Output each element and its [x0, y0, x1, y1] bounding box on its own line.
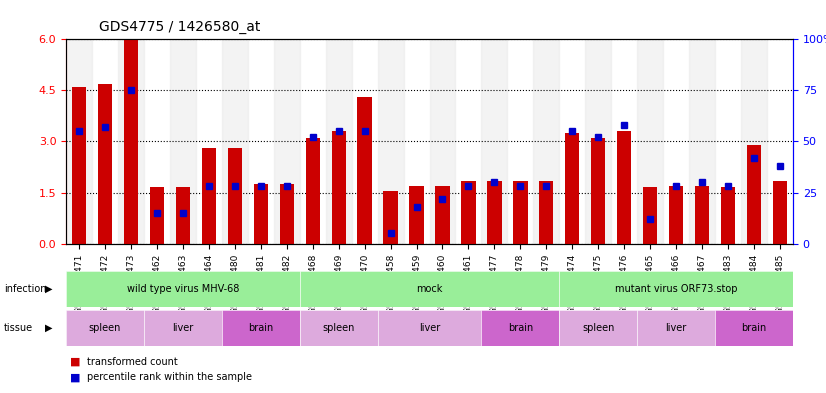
Bar [461, 181, 476, 244]
Bar [279, 184, 294, 244]
Bar [721, 187, 735, 244]
Bar [586, 39, 611, 244]
Bar [773, 181, 787, 244]
Bar [669, 186, 683, 244]
Text: liver: liver [419, 323, 440, 333]
Bar [539, 181, 553, 244]
Bar [331, 131, 346, 244]
Bar [435, 186, 449, 244]
Text: transformed count: transformed count [87, 356, 178, 367]
Text: brain: brain [508, 323, 533, 333]
Bar [66, 39, 92, 244]
Bar [98, 84, 112, 244]
Text: ▶: ▶ [45, 323, 53, 333]
Bar [513, 181, 528, 244]
Bar [325, 39, 352, 244]
Text: infection: infection [4, 284, 46, 294]
Bar [617, 131, 631, 244]
Text: brain: brain [742, 323, 767, 333]
Bar [565, 133, 580, 244]
Bar [254, 184, 268, 244]
Bar [72, 87, 86, 244]
Text: ▶: ▶ [45, 284, 53, 294]
Bar [273, 39, 300, 244]
Text: spleen: spleen [322, 323, 355, 333]
Text: percentile rank within the sample: percentile rank within the sample [87, 372, 252, 382]
Bar [377, 39, 404, 244]
Bar [534, 39, 559, 244]
Bar [741, 39, 767, 244]
Bar [202, 148, 216, 244]
Bar [176, 187, 190, 244]
Bar [643, 187, 657, 244]
Bar [695, 186, 710, 244]
Text: ■: ■ [70, 356, 81, 367]
Bar [124, 39, 138, 244]
Bar [306, 138, 320, 244]
Text: spleen: spleen [582, 323, 615, 333]
Bar [747, 145, 761, 244]
Text: ■: ■ [70, 372, 81, 382]
Bar [637, 39, 663, 244]
Bar [591, 138, 605, 244]
Text: tissue: tissue [4, 323, 33, 333]
Bar [689, 39, 715, 244]
Bar [410, 186, 424, 244]
Text: brain: brain [248, 323, 273, 333]
Text: liver: liver [666, 323, 686, 333]
Bar [222, 39, 248, 244]
Text: mutant virus ORF73.stop: mutant virus ORF73.stop [615, 284, 738, 294]
Bar [430, 39, 455, 244]
Text: wild type virus MHV-68: wild type virus MHV-68 [126, 284, 239, 294]
Bar [118, 39, 144, 244]
Bar [170, 39, 196, 244]
Bar [358, 97, 372, 244]
Bar [383, 191, 397, 244]
Bar [482, 39, 507, 244]
Bar [228, 148, 242, 244]
Bar [150, 187, 164, 244]
Text: spleen: spleen [89, 323, 121, 333]
Text: GDS4775 / 1426580_at: GDS4775 / 1426580_at [99, 20, 260, 34]
Bar [487, 181, 501, 244]
Text: mock: mock [416, 284, 443, 294]
Text: liver: liver [173, 323, 193, 333]
